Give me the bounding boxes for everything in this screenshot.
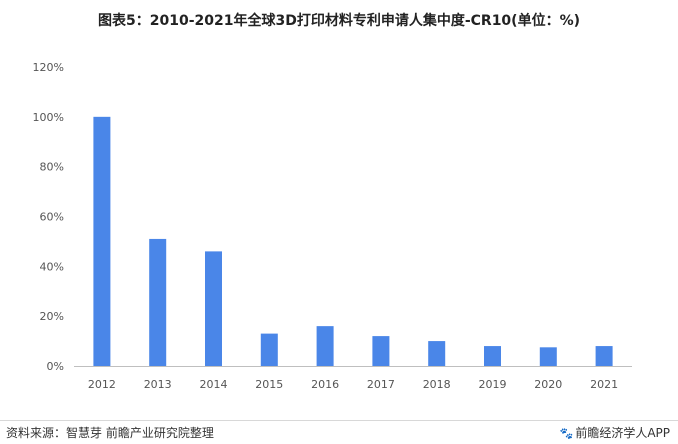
x-tick-label: 2013 [144,378,172,391]
x-tick-label: 2018 [423,378,451,391]
x-tick-label: 2017 [367,378,395,391]
x-tick-label: 2012 [88,378,116,391]
x-tick-label: 2015 [255,378,283,391]
y-tick-label: 120% [33,61,64,74]
footer: 资料来源：智慧芽 前瞻产业研究院整理 🐾 前瞻经济学人APP [0,420,678,444]
x-tick-label: 2020 [534,378,562,391]
bar-2012 [93,116,111,366]
bar-2021 [595,346,613,366]
chart-title: 图表5：2010-2021年全球3D打印材料专利申请人集中度-CR10(单位：%… [97,13,580,29]
y-tick-label: 0% [47,360,64,373]
x-tick-label: 2014 [200,378,228,391]
source-note: 资料来源：智慧芽 前瞻产业研究院整理 [6,426,214,440]
bar-2019 [484,346,501,366]
x-tick-label: 2016 [311,378,339,391]
bar-2016 [316,326,334,366]
bar-chart: 0% 20% 40% 60% 80% 100% 120% 2012 2013 2014 2015 20… [33,61,632,391]
bar-2013 [149,238,167,366]
bar-2020 [539,347,557,366]
bar-2014 [205,251,222,366]
brand-label: 🐾 前瞻经济学人APP [560,424,670,441]
bar-2015 [260,333,278,366]
paw-icon: 🐾 [559,427,574,440]
y-tick-label: 40% [40,260,64,273]
y-tick-label: 20% [40,310,64,323]
brand-text: 前瞻经济学人APP [575,426,670,440]
x-tick-label: 2019 [479,378,507,391]
y-tick-label: 60% [40,211,64,224]
bar-2017 [372,336,390,366]
x-tick-label: 2021 [590,378,618,391]
y-tick-label: 100% [33,111,64,124]
y-tick-label: 80% [40,161,64,174]
bar-2018 [428,341,446,366]
